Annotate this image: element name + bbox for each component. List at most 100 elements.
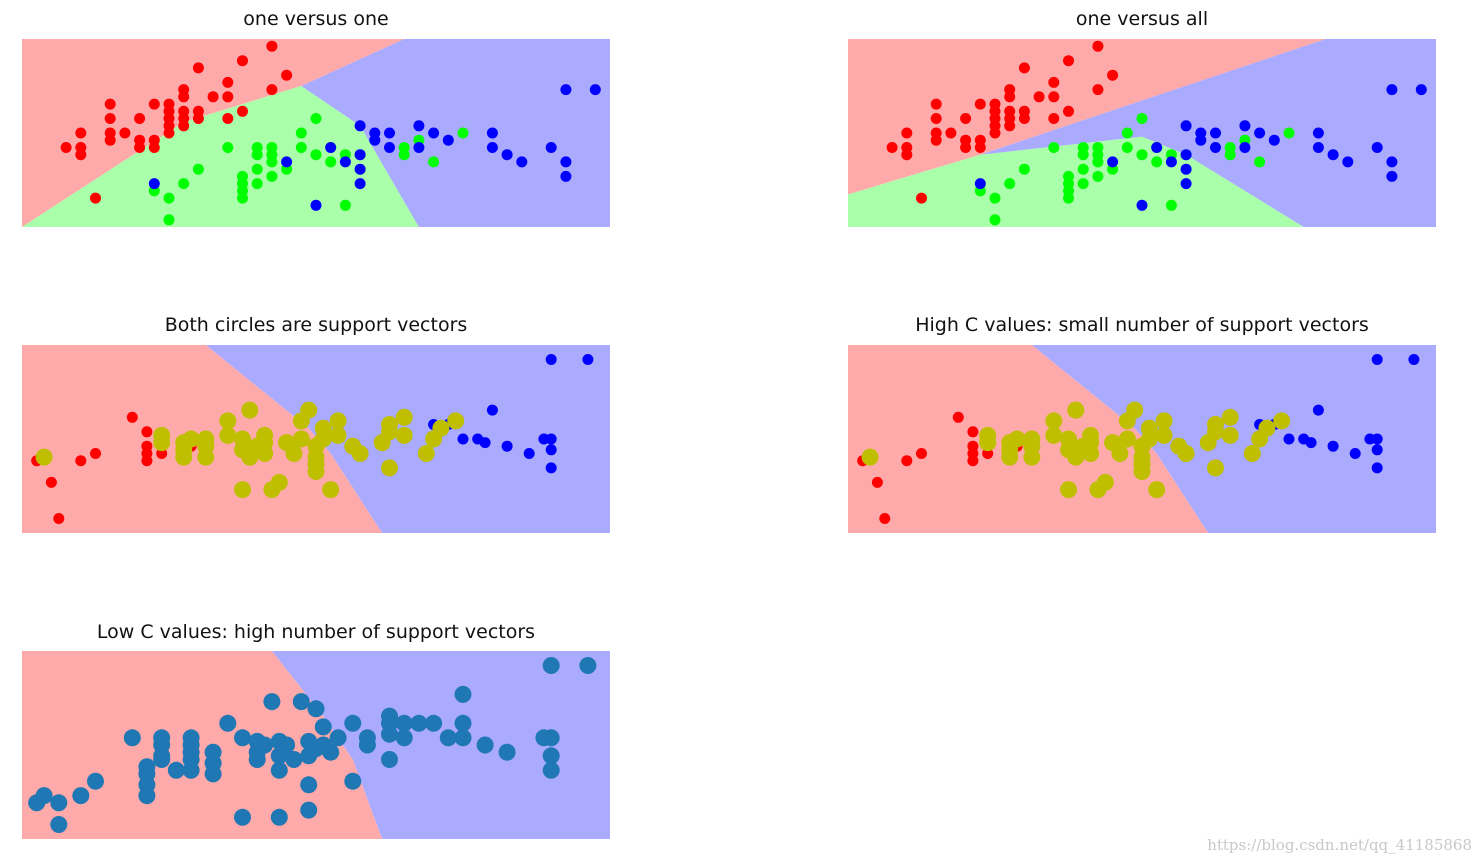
- scatter-point-lowc: [542, 729, 560, 747]
- scatter-point-blue: [516, 156, 528, 168]
- scatter-point-sv: [1001, 448, 1019, 466]
- scatter-point-lowc: [395, 729, 413, 747]
- scatter-point-blue: [442, 134, 454, 146]
- scatter-point-blue: [1305, 437, 1317, 449]
- scatter-point-green: [266, 170, 278, 182]
- scatter-point-green: [163, 214, 175, 226]
- scatter-point-green: [178, 178, 190, 190]
- scatter-point-red: [237, 105, 248, 117]
- scatter-point-lowc: [579, 657, 597, 674]
- scatter-point-blue: [486, 142, 498, 153]
- scatter-point-lowc: [454, 685, 472, 703]
- scatter-point-sv: [1140, 419, 1158, 437]
- scatter-point-red: [75, 127, 87, 139]
- scatter-point-sv: [1155, 426, 1173, 444]
- scatter-point-red: [1063, 55, 1074, 67]
- scatter-point-green: [295, 127, 307, 139]
- scatter-point-lowc: [167, 761, 185, 779]
- scatter-point-blue: [369, 127, 381, 139]
- scatter-point-lowc: [182, 761, 200, 779]
- scatter-point-red: [45, 476, 57, 488]
- scatter-point-lowc: [138, 787, 156, 805]
- scatter-point-red: [916, 192, 927, 204]
- scatter-point-blue: [384, 127, 395, 139]
- scatter-point-blue: [1107, 156, 1119, 168]
- plot-area: [848, 345, 1436, 533]
- scatter-point-sv: [285, 445, 303, 462]
- scatter-point-blue: [339, 156, 351, 168]
- scatter-point-red: [1048, 76, 1060, 88]
- scatter-point-blue: [1254, 127, 1266, 139]
- scatter-point-blue: [582, 354, 594, 365]
- decision-region-red: [848, 39, 1326, 195]
- scatter-point-blue: [1386, 84, 1398, 96]
- scatter-point-sv: [300, 401, 318, 419]
- scatter-point-sv: [1118, 430, 1136, 448]
- plot-title: one versus all: [1075, 8, 1209, 30]
- scatter-point-sv: [979, 426, 997, 444]
- scatter-point-sv: [329, 412, 347, 430]
- scatter-point-blue: [1180, 120, 1192, 132]
- scatter-point-sv: [307, 455, 325, 473]
- scatter-point-sv: [447, 412, 465, 430]
- scatter-point-blue: [486, 127, 498, 139]
- scatter-point-green: [1136, 149, 1148, 161]
- scatter-point-lowc: [300, 776, 318, 794]
- scatter-point-green: [398, 142, 410, 153]
- scatter-point-sv: [1023, 430, 1041, 448]
- scatter-point-green: [1151, 156, 1163, 168]
- scatter-point-blue: [1386, 156, 1398, 168]
- scatter-point-sv: [1126, 401, 1144, 419]
- scatter-point-red: [967, 426, 979, 438]
- scatter-point-blue: [457, 433, 469, 445]
- scatter-point-red: [1063, 105, 1074, 117]
- scatter-point-red: [266, 84, 278, 96]
- scatter-point-sv: [329, 426, 347, 444]
- scatter-point-red: [871, 476, 883, 488]
- scatter-point-red: [207, 91, 219, 103]
- scatter-point-red: [141, 440, 153, 452]
- scatter-point-sv: [1177, 445, 1195, 462]
- scatter-point-blue: [560, 156, 572, 168]
- scatter-point-blue: [1371, 444, 1383, 456]
- scatter-point-blue: [354, 178, 366, 190]
- scatter-point-red: [901, 455, 913, 467]
- scatter-point-red: [156, 448, 168, 459]
- scatter-point-blue: [560, 170, 572, 182]
- scatter-point-green: [1048, 142, 1060, 153]
- scatter-point-lowc: [322, 743, 340, 761]
- decision-region-blue: [301, 39, 610, 227]
- scatter-point-sv: [395, 426, 413, 444]
- scatter-point-red: [960, 113, 972, 124]
- plot-area: [848, 39, 1436, 227]
- scatter-point-lowc: [87, 772, 104, 790]
- scatter-point-lowc: [292, 693, 310, 711]
- scatter-point-lowc: [182, 729, 200, 747]
- scatter-point-red: [930, 127, 942, 139]
- scatter-point-sv: [1082, 426, 1100, 444]
- scatter-point-red: [901, 127, 913, 139]
- decision-region-blue: [271, 651, 610, 839]
- scatter-point-blue: [1415, 84, 1427, 96]
- scatter-point-sv: [1251, 430, 1269, 448]
- scatter-point-green: [310, 113, 322, 124]
- scatter-point-lowc: [248, 751, 266, 768]
- scatter-point-red: [60, 142, 72, 153]
- scatter-point-green: [237, 170, 248, 182]
- scatter-point-sv: [1221, 408, 1239, 426]
- scatter-point-sv: [292, 430, 310, 448]
- scatter-point-lowc: [476, 736, 494, 754]
- scatter-point-red: [134, 113, 146, 124]
- scatter-point-lowc: [542, 747, 560, 765]
- scatter-point-lowc: [278, 736, 296, 754]
- scatter-point-sv: [153, 426, 171, 444]
- scatter-point-sv: [35, 448, 53, 466]
- scatter-point-sv: [1111, 445, 1129, 462]
- scatter-point-green: [1018, 163, 1030, 175]
- scatter-point-lowc: [204, 765, 222, 783]
- scatter-point-green: [251, 142, 263, 153]
- scatter-point-red: [90, 448, 101, 459]
- scatter-point-lowc: [410, 714, 428, 732]
- scatter-point-sv: [314, 419, 332, 437]
- scatter-point-green: [163, 192, 175, 204]
